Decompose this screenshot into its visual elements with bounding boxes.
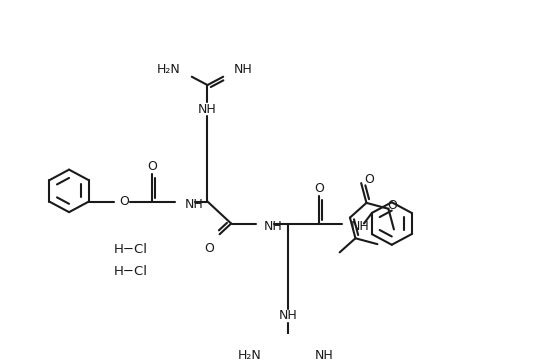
Text: H₂N: H₂N	[157, 63, 181, 76]
Text: NH: NH	[264, 220, 282, 233]
Text: NH: NH	[198, 103, 217, 116]
Text: O: O	[147, 161, 157, 174]
Text: NH: NH	[234, 63, 253, 76]
Text: O: O	[314, 183, 324, 195]
Text: H−Cl: H−Cl	[113, 265, 148, 278]
Text: NH: NH	[315, 349, 334, 360]
Text: O: O	[119, 195, 129, 208]
Text: H₂N: H₂N	[238, 349, 262, 360]
Text: O: O	[364, 173, 374, 186]
Text: H−Cl: H−Cl	[113, 243, 148, 256]
Text: NH: NH	[279, 309, 297, 322]
Text: O: O	[205, 242, 215, 255]
Text: NH: NH	[185, 198, 203, 211]
Text: O: O	[387, 199, 397, 212]
Text: NH: NH	[351, 220, 369, 233]
